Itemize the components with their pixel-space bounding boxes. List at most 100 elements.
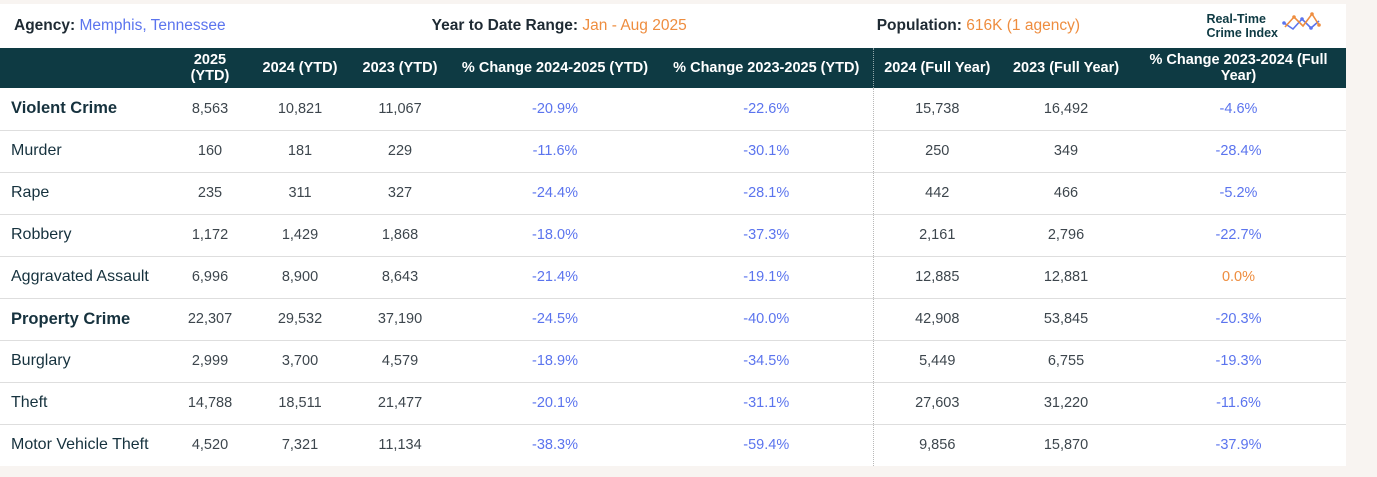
count-cell: 6,755 — [1001, 339, 1131, 382]
percent-change-cell: -20.9% — [450, 88, 660, 130]
count-cell: 235 — [170, 171, 250, 214]
logo-text: Real-Time Crime Index — [1206, 12, 1278, 41]
zigzag-chart-icon — [1282, 11, 1322, 41]
table-row: Violent Crime 8,563 10,821 11,067 -20.9% -22.… — [0, 88, 1346, 130]
population-info: Population: 616K (1 agency) — [877, 17, 1080, 35]
percent-change-cell: -20.3% — [1131, 297, 1346, 340]
count-cell: 8,563 — [170, 88, 250, 130]
percent-change-cell: -40.0% — [660, 297, 873, 340]
count-cell: 12,881 — [1001, 255, 1131, 298]
table-row: Robbery 1,172 1,429 1,868 -18.0% -37.3% 2,161 2… — [0, 213, 1346, 256]
crime-index-card: Agency: Memphis, Tennessee Year to Date … — [0, 4, 1346, 466]
table-row: Property Crime 22,307 29,532 37,190 -24.5% -4… — [0, 297, 1346, 340]
percent-change-cell: -28.4% — [1131, 129, 1346, 172]
row-label: Robbery — [0, 213, 170, 256]
count-cell: 11,067 — [350, 88, 450, 130]
count-cell: 10,821 — [250, 88, 350, 130]
percent-change-cell: -59.4% — [660, 423, 873, 466]
ytd-range-label: Year to Date Range: — [431, 17, 579, 34]
count-cell: 16,492 — [1001, 88, 1131, 130]
table-header-row: 2025 (YTD) 2024 (YTD) 2023 (YTD)% Change 2… — [0, 48, 1346, 88]
column-header: % Change 2024-2025 (YTD) — [450, 48, 660, 88]
percent-change-cell: -22.6% — [660, 88, 873, 130]
count-cell: 15,870 — [1001, 423, 1131, 466]
percent-change-cell: -11.6% — [1131, 381, 1346, 424]
logo-line1: Real-Time — [1206, 11, 1266, 26]
percent-change-cell: -38.3% — [450, 423, 660, 466]
table-row: Aggravated Assault 6,996 8,900 8,643 -21.4% -… — [0, 255, 1346, 298]
row-label: Aggravated Assault — [0, 255, 170, 298]
percent-change-cell: -24.5% — [450, 297, 660, 340]
column-header: 2023 (Full Year) — [1001, 48, 1131, 88]
percent-change-cell: -31.1% — [660, 381, 873, 424]
count-cell: 1,429 — [250, 213, 350, 256]
count-cell: 327 — [350, 171, 450, 214]
percent-change-cell: -18.9% — [450, 339, 660, 382]
count-cell: 22,307 — [170, 297, 250, 340]
count-cell: 14,788 — [170, 381, 250, 424]
table-row: Motor Vehicle Theft 4,520 7,321 11,134 -38.3… — [0, 423, 1346, 466]
percent-change-cell: -22.7% — [1131, 213, 1346, 256]
count-cell: 9,856 — [872, 423, 1001, 466]
count-cell: 15,738 — [872, 88, 1001, 130]
count-cell: 29,532 — [250, 297, 350, 340]
agency-info: Agency: Memphis, Tennessee — [14, 17, 226, 35]
percent-change-cell: 0.0% — [1131, 255, 1346, 298]
real-time-crime-index-logo[interactable]: Real-Time Crime Index — [1206, 11, 1322, 41]
row-label: Theft — [0, 381, 170, 424]
percent-change-cell: -34.5% — [660, 339, 873, 382]
row-label: Rape — [0, 171, 170, 214]
percent-change-cell: -30.1% — [660, 129, 873, 172]
percent-change-cell: -4.6% — [1131, 88, 1346, 130]
table-row: Rape 235 311 327 -24.4% -28.1% 442 466 -5.2% — [0, 171, 1346, 214]
count-cell: 250 — [872, 129, 1001, 172]
row-label: Violent Crime — [0, 88, 170, 130]
percent-change-cell: -19.1% — [660, 255, 873, 298]
column-header: % Change 2023-2024 (Full Year) — [1131, 48, 1346, 88]
column-header: % Change 2023-2025 (YTD) — [660, 48, 873, 88]
count-cell: 2,161 — [872, 213, 1001, 256]
crime-table-body: Violent Crime 8,563 10,821 11,067 -20.9% -22.… — [0, 88, 1346, 466]
crime-stats-table: 2025 (YTD) 2024 (YTD) 2023 (YTD)% Change 2… — [0, 48, 1346, 466]
percent-change-cell: -18.0% — [450, 213, 660, 256]
percent-change-cell: -5.2% — [1131, 171, 1346, 214]
count-cell: 1,172 — [170, 213, 250, 256]
ytd-range-info: Year to Date Range: Jan - Aug 2025 — [432, 17, 687, 35]
percent-change-cell: -24.4% — [450, 171, 660, 214]
count-cell: 160 — [170, 129, 250, 172]
count-cell: 7,321 — [250, 423, 350, 466]
count-cell: 1,868 — [350, 213, 450, 256]
count-cell: 4,579 — [350, 339, 450, 382]
count-cell: 18,511 — [250, 381, 350, 424]
count-cell: 37,190 — [350, 297, 450, 340]
table-row: Burglary 2,999 3,700 4,579 -18.9% -34.5% 5,449… — [0, 339, 1346, 382]
percent-change-cell: -21.4% — [450, 255, 660, 298]
row-label: Murder — [0, 129, 170, 172]
percent-change-cell: -28.1% — [660, 171, 873, 214]
count-cell: 21,477 — [350, 381, 450, 424]
population-value: 616K (1 agency) — [966, 17, 1080, 34]
percent-change-cell: -37.9% — [1131, 423, 1346, 466]
table-row: Theft 14,788 18,511 21,477 -20.1% -31.1% 27,60… — [0, 381, 1346, 424]
count-cell: 4,520 — [170, 423, 250, 466]
count-cell: 11,134 — [350, 423, 450, 466]
count-cell: 181 — [250, 129, 350, 172]
column-header: 2024 (Full Year) — [872, 48, 1001, 88]
count-cell: 8,900 — [250, 255, 350, 298]
count-cell: 12,885 — [872, 255, 1001, 298]
percent-change-cell: -19.3% — [1131, 339, 1346, 382]
agency-label: Agency: — [14, 17, 76, 34]
info-bar: Agency: Memphis, Tennessee Year to Date … — [0, 4, 1346, 48]
count-cell: 8,643 — [350, 255, 450, 298]
count-cell: 311 — [250, 171, 350, 214]
count-cell: 442 — [872, 171, 1001, 214]
percent-change-cell: -20.1% — [450, 381, 660, 424]
ytd-range-value: Jan - Aug 2025 — [582, 17, 687, 34]
count-cell: 3,700 — [250, 339, 350, 382]
count-cell: 2,999 — [170, 339, 250, 382]
percent-change-cell: -37.3% — [660, 213, 873, 256]
column-header: 2025 (YTD) — [170, 48, 250, 88]
crime-type-column-header — [0, 48, 170, 88]
count-cell: 53,845 — [1001, 297, 1131, 340]
agency-value: Memphis, Tennessee — [79, 17, 226, 34]
